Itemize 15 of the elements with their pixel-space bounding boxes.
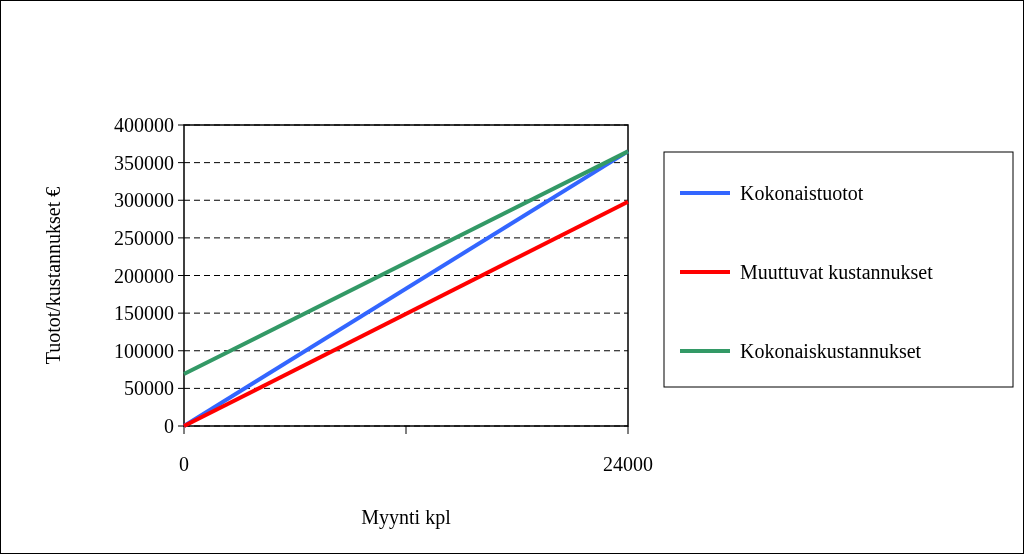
y-tick-label: 150000: [114, 302, 174, 325]
y-tick-label: 100000: [114, 339, 174, 362]
y-tick-label: 250000: [114, 226, 174, 249]
legend-label: Muuttuvat kustannukset: [740, 261, 934, 283]
legend-label: Kokonaiskustannukset: [740, 340, 922, 362]
y-tick-label: 350000: [114, 151, 174, 174]
y-tick-label: 200000: [114, 264, 174, 287]
x-tick-label: 24000: [603, 453, 653, 475]
x-axis-title: Myynti kpl: [361, 506, 452, 529]
y-axis-title: Tuotot/kustannukset €: [42, 186, 64, 365]
legend-label: Kokonaistuotot: [740, 182, 864, 204]
y-tick-label: 300000: [114, 189, 174, 212]
y-tick-label: 50000: [124, 377, 174, 400]
y-tick-label: 400000: [114, 114, 174, 136]
y-tick-label: 0: [164, 415, 174, 437]
